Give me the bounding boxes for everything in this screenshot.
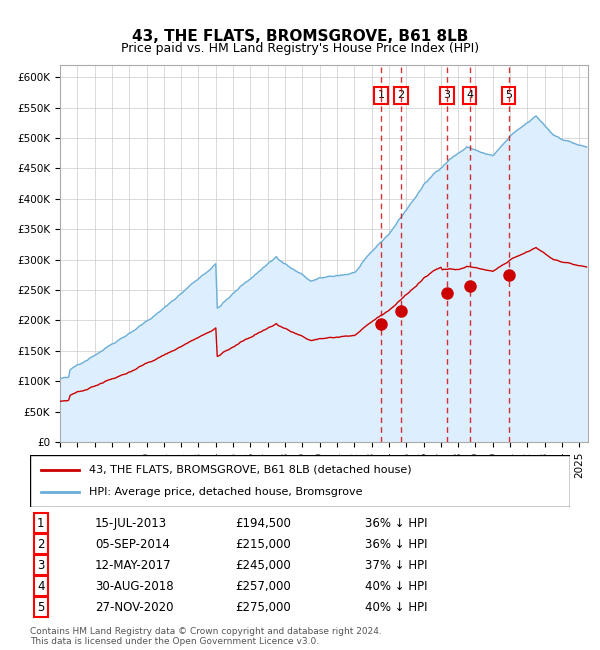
Text: Contains HM Land Registry data © Crown copyright and database right 2024.: Contains HM Land Registry data © Crown c… [30,627,382,636]
Text: £275,000: £275,000 [235,601,291,614]
Text: 37% ↓ HPI: 37% ↓ HPI [365,559,427,572]
Text: 40% ↓ HPI: 40% ↓ HPI [365,580,427,593]
Text: 27-NOV-2020: 27-NOV-2020 [95,601,173,614]
Text: 1: 1 [377,90,385,100]
Text: £215,000: £215,000 [235,538,291,551]
Text: 12-MAY-2017: 12-MAY-2017 [95,559,172,572]
Text: 5: 5 [37,601,44,614]
Text: Price paid vs. HM Land Registry's House Price Index (HPI): Price paid vs. HM Land Registry's House … [121,42,479,55]
Text: 30-AUG-2018: 30-AUG-2018 [95,580,173,593]
Text: This data is licensed under the Open Government Licence v3.0.: This data is licensed under the Open Gov… [30,636,319,645]
Text: £194,500: £194,500 [235,517,291,530]
Text: 2: 2 [37,538,44,551]
Text: £245,000: £245,000 [235,559,291,572]
Text: 36% ↓ HPI: 36% ↓ HPI [365,517,427,530]
Text: 5: 5 [505,90,512,100]
Text: 2: 2 [397,90,404,100]
Text: HPI: Average price, detached house, Bromsgrove: HPI: Average price, detached house, Brom… [89,488,363,497]
Text: 36% ↓ HPI: 36% ↓ HPI [365,538,427,551]
Text: 3: 3 [443,90,451,100]
Text: 05-SEP-2014: 05-SEP-2014 [95,538,170,551]
Text: 40% ↓ HPI: 40% ↓ HPI [365,601,427,614]
Text: £257,000: £257,000 [235,580,291,593]
FancyBboxPatch shape [30,455,570,507]
Text: 4: 4 [466,90,473,100]
Text: 43, THE FLATS, BROMSGROVE, B61 8LB (detached house): 43, THE FLATS, BROMSGROVE, B61 8LB (deta… [89,465,412,474]
Text: 4: 4 [37,580,44,593]
Text: 43, THE FLATS, BROMSGROVE, B61 8LB: 43, THE FLATS, BROMSGROVE, B61 8LB [132,29,468,44]
Text: 1: 1 [37,517,44,530]
Text: 3: 3 [37,559,44,572]
Text: 15-JUL-2013: 15-JUL-2013 [95,517,167,530]
